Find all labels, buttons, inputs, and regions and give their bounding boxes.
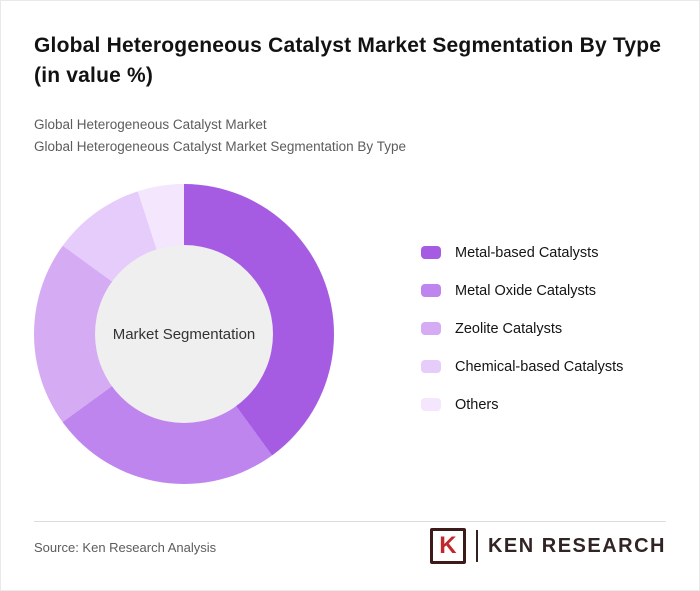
legend-label: Metal-based Catalysts [455,244,599,261]
legend-swatch [421,322,441,335]
footer-divider [34,521,666,522]
donut-center: Market Segmentation [95,245,273,423]
logo-separator [475,530,478,562]
legend-label: Metal Oxide Catalysts [455,282,597,299]
legend-item: Metal-based Catalysts [421,244,623,261]
page-title: Global Heterogeneous Catalyst Market Seg… [34,34,662,88]
legend-label: Others [455,396,499,413]
ken-research-logo: K KEN RESEARCH [429,528,666,564]
legend-swatch [421,284,441,297]
subtitle-line-1: Global Heterogeneous Catalyst Market [34,117,267,132]
logo-brand-text: KEN RESEARCH [487,534,666,557]
donut-chart: Market Segmentation [34,184,334,484]
legend-label: Chemical-based Catalysts [455,358,624,375]
subtitle-block: Global Heterogeneous Catalyst Market Glo… [34,114,406,157]
k-monogram-icon: K [429,528,466,564]
donut-center-label: Market Segmentation [112,325,256,343]
subtitle-line-2: Global Heterogeneous Catalyst Market Seg… [34,138,406,154]
source-text: Source: Ken Research Analysis [34,540,217,555]
legend-item: Chemical-based Catalysts [421,358,624,375]
legend-swatch [421,246,441,259]
legend-item: Others [421,396,623,413]
legend: Metal-based Catalysts Metal Oxide Catalys… [421,244,624,413]
legend-swatch [421,360,441,373]
k-monogram-letter: K [439,532,457,559]
legend-item: Metal Oxide Catalysts [421,282,623,299]
legend-item: Zeolite Catalysts [421,320,623,337]
legend-label: Zeolite Catalysts [455,320,563,337]
legend-swatch [421,398,441,411]
